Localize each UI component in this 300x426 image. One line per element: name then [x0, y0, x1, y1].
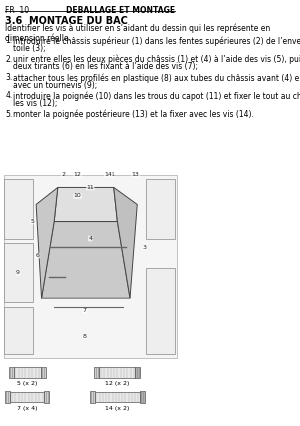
Text: 3.6  MONTAGE DU BAC: 3.6 MONTAGE DU BAC — [5, 16, 128, 26]
Bar — [140, 391, 145, 403]
Text: 13: 13 — [131, 172, 140, 177]
Text: 9: 9 — [16, 270, 20, 275]
Text: Introduire le châssis supérieur (1) dans les fentes supérieures (2) de l’envelop: Introduire le châssis supérieur (1) dans… — [13, 36, 300, 46]
Text: 14: 14 — [104, 172, 112, 177]
Text: 12 (x 2): 12 (x 2) — [105, 382, 130, 386]
Text: les vis (12);: les vis (12); — [13, 99, 57, 108]
Text: unir entre elles les deux pièces du châssis (1) et (4) à l’aide des vis (5), pui: unir entre elles les deux pièces du châs… — [13, 55, 300, 64]
Text: FR  10: FR 10 — [5, 6, 29, 15]
Polygon shape — [41, 222, 130, 298]
Bar — [136, 367, 140, 378]
Bar — [146, 268, 175, 354]
Polygon shape — [54, 187, 117, 222]
Text: DEBALLAGE ET MONTAGE: DEBALLAGE ET MONTAGE — [66, 6, 175, 15]
Text: monter la poignée postérieure (13) et la fixer avec les vis (14).: monter la poignée postérieure (13) et la… — [13, 110, 253, 119]
Text: attacher tous les profilés en plastique (8) aux tubes du châssis avant (4) en s’: attacher tous les profilés en plastique … — [13, 73, 300, 83]
Text: 2.: 2. — [5, 55, 13, 63]
Text: 5.: 5. — [5, 110, 13, 119]
Text: 6: 6 — [36, 253, 40, 258]
Text: 1.: 1. — [5, 36, 13, 45]
Text: 5 (x 2): 5 (x 2) — [17, 382, 37, 386]
Bar — [9, 367, 14, 378]
Bar — [4, 179, 32, 239]
Bar — [5, 391, 10, 403]
Text: toile (3);: toile (3); — [13, 44, 45, 53]
Bar — [40, 367, 46, 378]
Text: 4: 4 — [88, 236, 92, 241]
Bar — [99, 367, 136, 378]
Bar — [94, 367, 99, 378]
Bar — [90, 391, 95, 403]
Bar — [146, 179, 175, 239]
Text: 8: 8 — [83, 334, 87, 339]
Bar — [10, 392, 44, 402]
Text: avec un tournevis (9);: avec un tournevis (9); — [13, 81, 97, 90]
Text: introduire la poignée (10) dans les trous du capot (11) et fixer le tout au châs: introduire la poignée (10) dans les trou… — [13, 92, 300, 101]
Text: 4.: 4. — [5, 92, 13, 101]
Text: 7: 7 — [83, 308, 87, 314]
Text: 14 (x 2): 14 (x 2) — [105, 406, 130, 411]
Bar — [14, 367, 40, 378]
Text: deux tirants (6) en les fixant à l’aide des vis (7);: deux tirants (6) en les fixant à l’aide … — [13, 62, 198, 71]
Text: 3: 3 — [142, 245, 146, 250]
Bar — [4, 307, 32, 354]
Text: Identifier les vis à utiliser en s’aidant du dessin qui les représente en dimens: Identifier les vis à utiliser en s’aidan… — [5, 23, 271, 43]
Polygon shape — [114, 187, 137, 298]
Bar — [44, 391, 49, 403]
Text: 3.: 3. — [5, 73, 13, 82]
Text: 2: 2 — [61, 172, 65, 177]
Text: 5: 5 — [31, 219, 34, 224]
Bar — [95, 392, 140, 402]
Bar — [4, 243, 32, 302]
Text: 11: 11 — [86, 185, 94, 190]
Text: 7 (x 4): 7 (x 4) — [17, 406, 37, 411]
Bar — [4, 175, 177, 358]
Text: 10: 10 — [74, 193, 82, 199]
Polygon shape — [36, 187, 58, 298]
Text: 12: 12 — [74, 172, 82, 177]
Text: 1: 1 — [110, 172, 114, 177]
